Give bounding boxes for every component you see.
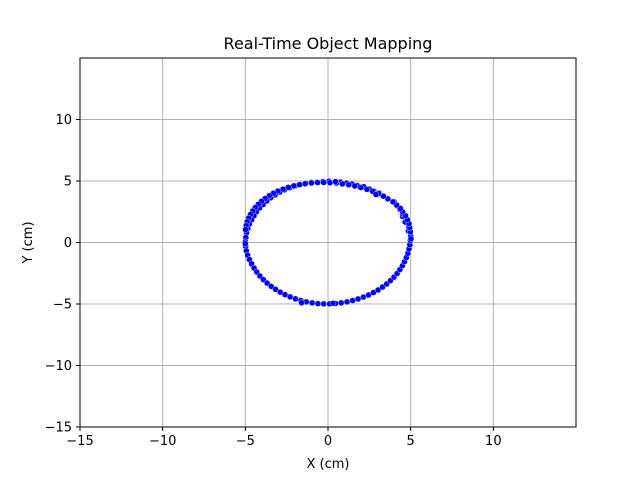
data-point <box>389 198 397 206</box>
data-point <box>308 299 316 307</box>
data-point <box>407 235 415 243</box>
data-point <box>242 240 249 247</box>
data-point <box>332 178 339 185</box>
x-tick-label: −15 <box>66 434 93 449</box>
y-tick-label: 10 <box>55 113 72 128</box>
data-point <box>292 295 299 303</box>
data-point <box>308 179 315 187</box>
data-point <box>338 299 345 307</box>
data-point <box>349 297 356 304</box>
x-tick-label: −5 <box>236 434 255 449</box>
data-point <box>285 184 292 191</box>
data-point <box>372 191 380 198</box>
data-point <box>339 180 346 188</box>
data-point <box>314 179 321 186</box>
data-point <box>290 182 297 190</box>
x-axis-label: X (cm) <box>307 457 350 472</box>
data-point <box>272 286 279 293</box>
data-point <box>296 181 303 188</box>
data-point <box>345 181 352 189</box>
data-point <box>357 184 364 191</box>
x-tick-label: 10 <box>485 434 502 449</box>
data-point <box>314 300 322 307</box>
data-point <box>374 286 382 294</box>
data-point <box>301 180 309 187</box>
data-point <box>320 300 327 308</box>
y-axis-label: Y (cm) <box>21 221 36 264</box>
x-axis-ticks: −15 −10 −5 0 5 10 <box>66 427 502 449</box>
y-tick-label: −5 <box>53 298 72 313</box>
data-point <box>326 179 334 186</box>
x-tick-label: −10 <box>149 434 176 449</box>
y-tick-label: 0 <box>64 236 72 251</box>
data-point <box>329 300 337 307</box>
y-axis-ticks: −15 −10 −5 0 5 10 <box>45 113 80 436</box>
y-tick-label: 5 <box>64 175 72 190</box>
y-tick-label: −10 <box>45 359 72 374</box>
data-point <box>363 186 371 193</box>
chart-title: Real-Time Object Mapping <box>224 34 433 53</box>
data-point <box>351 182 358 190</box>
data-point <box>343 298 351 306</box>
y-tick-label: −15 <box>45 421 72 436</box>
x-tick-label: 0 <box>324 434 332 449</box>
data-points <box>242 178 415 308</box>
data-point <box>242 226 249 233</box>
data-point <box>298 299 305 306</box>
x-tick-label: 5 <box>407 434 415 449</box>
data-point <box>320 179 327 186</box>
